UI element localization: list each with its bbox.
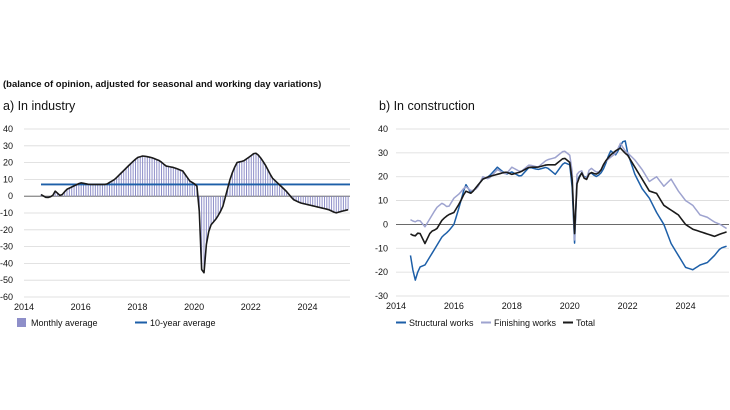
y-tick-label: 0 xyxy=(383,219,388,229)
x-tick-label: 2018 xyxy=(127,302,147,312)
y-tick-label: -20 xyxy=(0,225,13,235)
y-tick-label: 30 xyxy=(3,141,13,151)
x-tick-label: 2014 xyxy=(386,301,406,311)
x-tick-label: 2014 xyxy=(14,302,34,312)
y-tick-label: -20 xyxy=(375,267,388,277)
chart-subtitle: (balance of opinion, adjusted for season… xyxy=(3,79,322,90)
x-tick-label: 2018 xyxy=(502,301,522,311)
legend-label-total: Total xyxy=(576,318,595,328)
x-tick-label: 2022 xyxy=(241,302,261,312)
y-tick-label: -50 xyxy=(0,275,13,285)
y-tick-label: 20 xyxy=(378,172,388,182)
x-tick-label: 2020 xyxy=(184,302,204,312)
y-tick-label: -40 xyxy=(0,258,13,268)
monthly-average-line xyxy=(40,152,349,274)
y-tick-label: -30 xyxy=(375,291,388,301)
y-tick-label: -30 xyxy=(0,242,13,252)
legend-label-monthly-average: Monthly average xyxy=(31,318,98,328)
finishing-works-line xyxy=(410,142,728,241)
legend-label-structural-works: Structural works xyxy=(409,318,474,328)
x-tick-label: 2024 xyxy=(297,302,317,312)
y-tick-label: 30 xyxy=(378,148,388,158)
structural-works-line xyxy=(409,140,727,281)
y-tick-label: 10 xyxy=(378,196,388,206)
x-tick-label: 2016 xyxy=(71,302,91,312)
industry-chart: -60 -50 -40 -30 -20 -10 0 10 20 30 40 2014 2016 2018 2… xyxy=(0,124,350,328)
y-tick-label: 0 xyxy=(8,191,13,201)
y-tick-label: -10 xyxy=(375,243,388,253)
legend-label-finishing-works: Finishing works xyxy=(494,318,557,328)
y-tick-label: 10 xyxy=(3,174,13,184)
total-line xyxy=(410,147,727,245)
y-tick-label: -10 xyxy=(0,208,13,218)
y-tick-label: -60 xyxy=(0,292,13,302)
y-tick-label: 40 xyxy=(3,124,13,134)
panel-b-title: b) In construction xyxy=(379,99,475,113)
legend-swatch-monthly-average xyxy=(17,318,26,327)
construction-chart: -30 -20 -10 0 10 20 30 40 2014 2016 2018 2020 2022 20… xyxy=(375,124,729,328)
y-tick-label: 20 xyxy=(3,158,13,168)
x-tick-label: 2022 xyxy=(618,301,638,311)
panel-a-title: a) In industry xyxy=(3,99,76,113)
x-tick-label: 2024 xyxy=(676,301,696,311)
x-tick-label: 2020 xyxy=(560,301,580,311)
legend-label-ten-year-average: 10-year average xyxy=(150,318,216,328)
y-tick-label: 40 xyxy=(378,124,388,134)
x-tick-label: 2016 xyxy=(444,301,464,311)
